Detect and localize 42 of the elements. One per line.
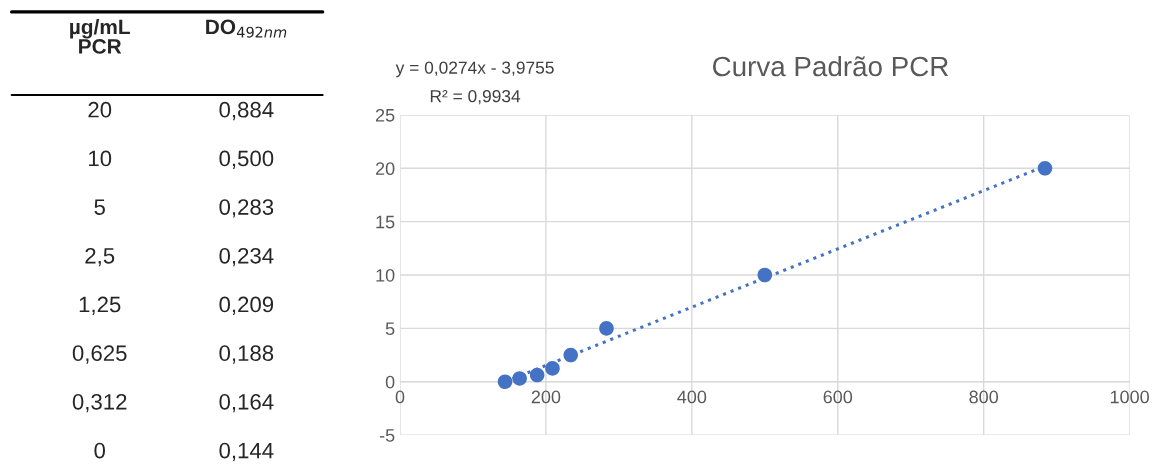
text: y = 0,0274x - 3,9755	[395, 61, 554, 78]
x-tick-label: 400	[677, 390, 707, 404]
text: 0,234	[219, 247, 274, 267]
x-tick-label: 600	[823, 390, 853, 404]
y-tick-label: 15	[376, 215, 395, 229]
x-tick-label: 1000	[1110, 390, 1149, 404]
text: 0,283	[219, 199, 274, 218]
text: DO$_{492nm}$	[206, 19, 287, 38]
y-tick-label: 0	[385, 375, 395, 389]
y-tick-label: 5	[385, 322, 395, 336]
text: 0,164	[219, 393, 274, 413]
y-tick-label: 20	[375, 162, 395, 176]
text: 20	[88, 101, 112, 118]
text: µg/mL PCR	[70, 19, 130, 54]
chart-title: Curva Padrão PCR	[713, 55, 949, 77]
point	[757, 267, 773, 283]
text: 0,500	[219, 150, 274, 169]
point	[529, 367, 545, 383]
point	[563, 347, 578, 363]
x-tick-label: 800	[969, 390, 999, 404]
x-tick-label: 200	[531, 390, 561, 404]
point	[599, 321, 614, 336]
y-tick-label: 10	[376, 268, 395, 282]
text: 2,5	[85, 247, 115, 267]
point	[512, 371, 527, 386]
text: 0,209	[219, 296, 274, 315]
text: 0,312	[72, 393, 127, 413]
y-tick-label: 25	[375, 108, 395, 122]
text: 0,144	[219, 442, 274, 462]
x-tick-label: 0	[395, 390, 405, 404]
text: 0	[94, 442, 106, 459]
point	[1037, 161, 1053, 176]
point	[497, 374, 513, 390]
text: 0,884	[219, 101, 274, 121]
text: 5	[94, 199, 105, 215]
text: R² = 0,9934	[430, 90, 521, 105]
text: 10	[89, 150, 112, 167]
y-tick-label: -5	[379, 429, 395, 442]
text: 0,188	[219, 345, 274, 364]
text: 0,625	[72, 345, 127, 364]
point	[545, 361, 560, 376]
text: 1,25	[79, 296, 121, 315]
